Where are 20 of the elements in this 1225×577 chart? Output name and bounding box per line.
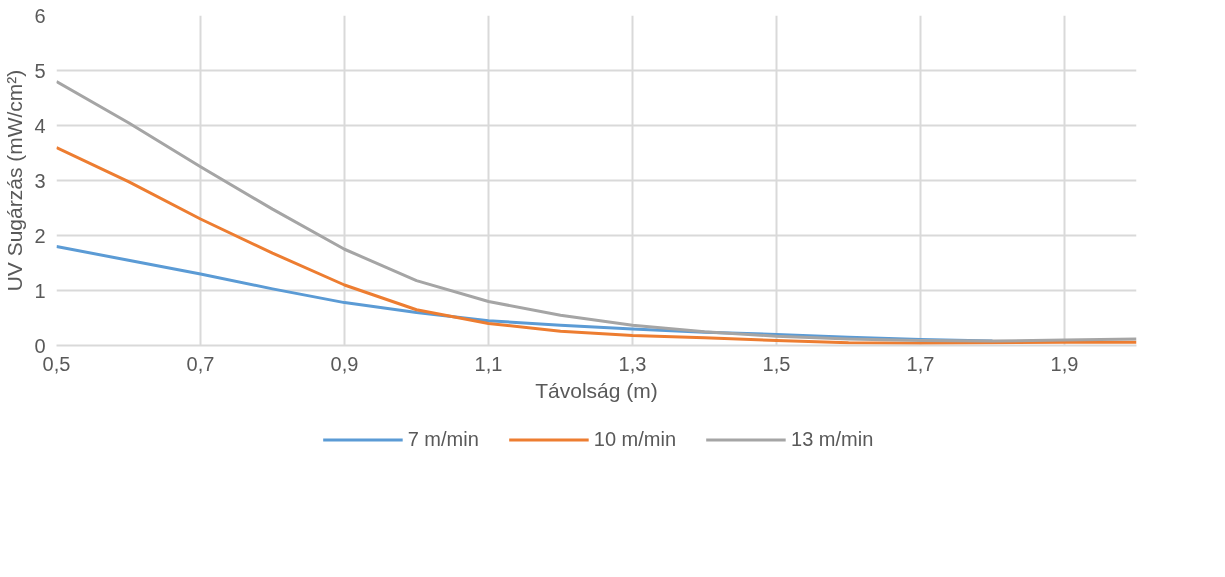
y-tick-label: 4 [34,114,46,137]
x-tick-label: 1,3 [618,352,647,375]
legend-label: 13 m/min [791,427,874,451]
y-tick-label: 2 [34,224,46,247]
line-series [56,80,1137,343]
y-tick-label: 5 [34,59,46,82]
x-tick-label: 1,1 [474,352,503,375]
line-series [56,146,1137,345]
x-tick-label: 1,5 [762,352,791,375]
x-tick-label: 0,7 [186,352,215,375]
y-tick-label: 1 [34,279,46,302]
legend-label: 7 m/min [407,427,479,451]
y-tick-label: 3 [34,169,46,192]
x-tick-label: 0,9 [330,352,359,375]
x-axis-title: Távolság (m) [535,378,658,402]
x-tick-label: 1,7 [906,352,935,375]
x-tick-label: 1,9 [1050,352,1079,375]
y-axis-title: UV Sugárzás (mW/cm²) [3,69,27,292]
y-tick-label: 6 [34,4,46,27]
legend-label: 10 m/min [593,427,677,451]
